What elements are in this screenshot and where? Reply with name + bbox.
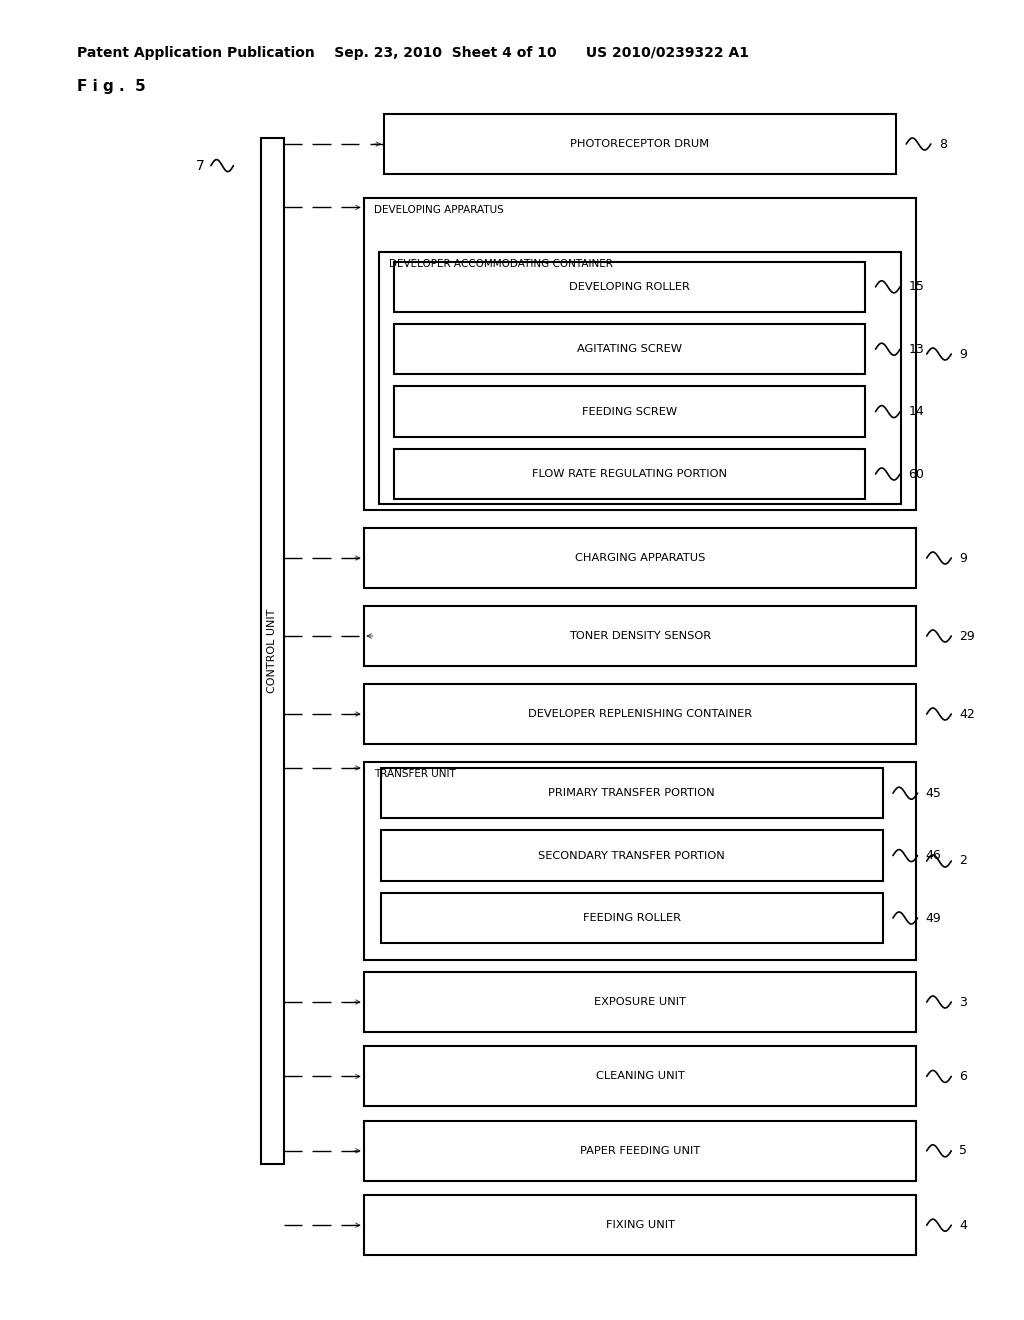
Text: PAPER FEEDING UNIT: PAPER FEEDING UNIT <box>580 1146 700 1156</box>
Bar <box>261 139 284 1164</box>
Text: F i g .  5: F i g . 5 <box>77 79 145 94</box>
Text: TONER DENSITY SENSOR: TONER DENSITY SENSOR <box>569 631 711 642</box>
Bar <box>364 762 916 960</box>
Text: Patent Application Publication    Sep. 23, 2010  Sheet 4 of 10      US 2010/0239: Patent Application Publication Sep. 23, … <box>77 46 749 61</box>
Bar <box>394 387 865 437</box>
Bar <box>381 768 883 818</box>
Text: 49: 49 <box>926 912 941 924</box>
Bar <box>364 1195 916 1255</box>
Text: 15: 15 <box>908 280 925 293</box>
Text: 60: 60 <box>908 467 925 480</box>
Bar <box>384 114 896 174</box>
Bar <box>364 606 916 667</box>
Text: 45: 45 <box>926 787 942 800</box>
Bar <box>364 972 916 1032</box>
Text: AGITATING SCREW: AGITATING SCREW <box>578 345 682 354</box>
Text: EXPOSURE UNIT: EXPOSURE UNIT <box>594 997 686 1007</box>
Text: DEVELOPING ROLLER: DEVELOPING ROLLER <box>569 281 690 292</box>
Text: PRIMARY TRANSFER PORTION: PRIMARY TRANSFER PORTION <box>549 788 715 799</box>
Text: 29: 29 <box>959 630 975 643</box>
Bar <box>364 198 916 510</box>
Text: 3: 3 <box>959 995 968 1008</box>
Text: DEVELOPER ACCOMMODATING CONTAINER: DEVELOPER ACCOMMODATING CONTAINER <box>389 259 613 269</box>
Bar <box>394 261 865 312</box>
Bar <box>394 449 865 499</box>
Bar <box>381 892 883 944</box>
Text: CHARGING APPARATUS: CHARGING APPARATUS <box>574 553 706 564</box>
Text: 8: 8 <box>939 137 947 150</box>
Text: FLOW RATE REGULATING PORTION: FLOW RATE REGULATING PORTION <box>532 469 727 479</box>
Text: DEVELOPER REPLENISHING CONTAINER: DEVELOPER REPLENISHING CONTAINER <box>528 709 752 719</box>
Text: 13: 13 <box>908 343 924 355</box>
Text: FEEDING ROLLER: FEEDING ROLLER <box>583 913 681 923</box>
Text: CONTROL UNIT: CONTROL UNIT <box>267 609 278 693</box>
Bar <box>381 830 883 880</box>
Text: 42: 42 <box>959 708 975 721</box>
Text: DEVELOPING APPARATUS: DEVELOPING APPARATUS <box>374 205 504 215</box>
Text: FIXING UNIT: FIXING UNIT <box>605 1220 675 1230</box>
Bar <box>364 528 916 587</box>
Text: 9: 9 <box>959 347 968 360</box>
Text: FEEDING SCREW: FEEDING SCREW <box>583 407 677 417</box>
Bar <box>379 252 901 504</box>
Text: 14: 14 <box>908 405 924 418</box>
Text: 5: 5 <box>959 1144 968 1158</box>
Text: 46: 46 <box>926 849 941 862</box>
Text: 7: 7 <box>196 158 205 173</box>
Bar <box>394 323 865 375</box>
Text: TRANSFER UNIT: TRANSFER UNIT <box>374 770 456 779</box>
Text: SECONDARY TRANSFER PORTION: SECONDARY TRANSFER PORTION <box>539 850 725 861</box>
Text: 4: 4 <box>959 1218 968 1232</box>
Text: 2: 2 <box>959 854 968 867</box>
Bar <box>364 1121 916 1181</box>
Bar <box>364 1047 916 1106</box>
Text: CLEANING UNIT: CLEANING UNIT <box>596 1072 684 1081</box>
Text: 6: 6 <box>959 1071 968 1082</box>
Text: 9: 9 <box>959 552 968 565</box>
Bar <box>364 684 916 744</box>
Text: PHOTORECEPTOR DRUM: PHOTORECEPTOR DRUM <box>570 139 710 149</box>
